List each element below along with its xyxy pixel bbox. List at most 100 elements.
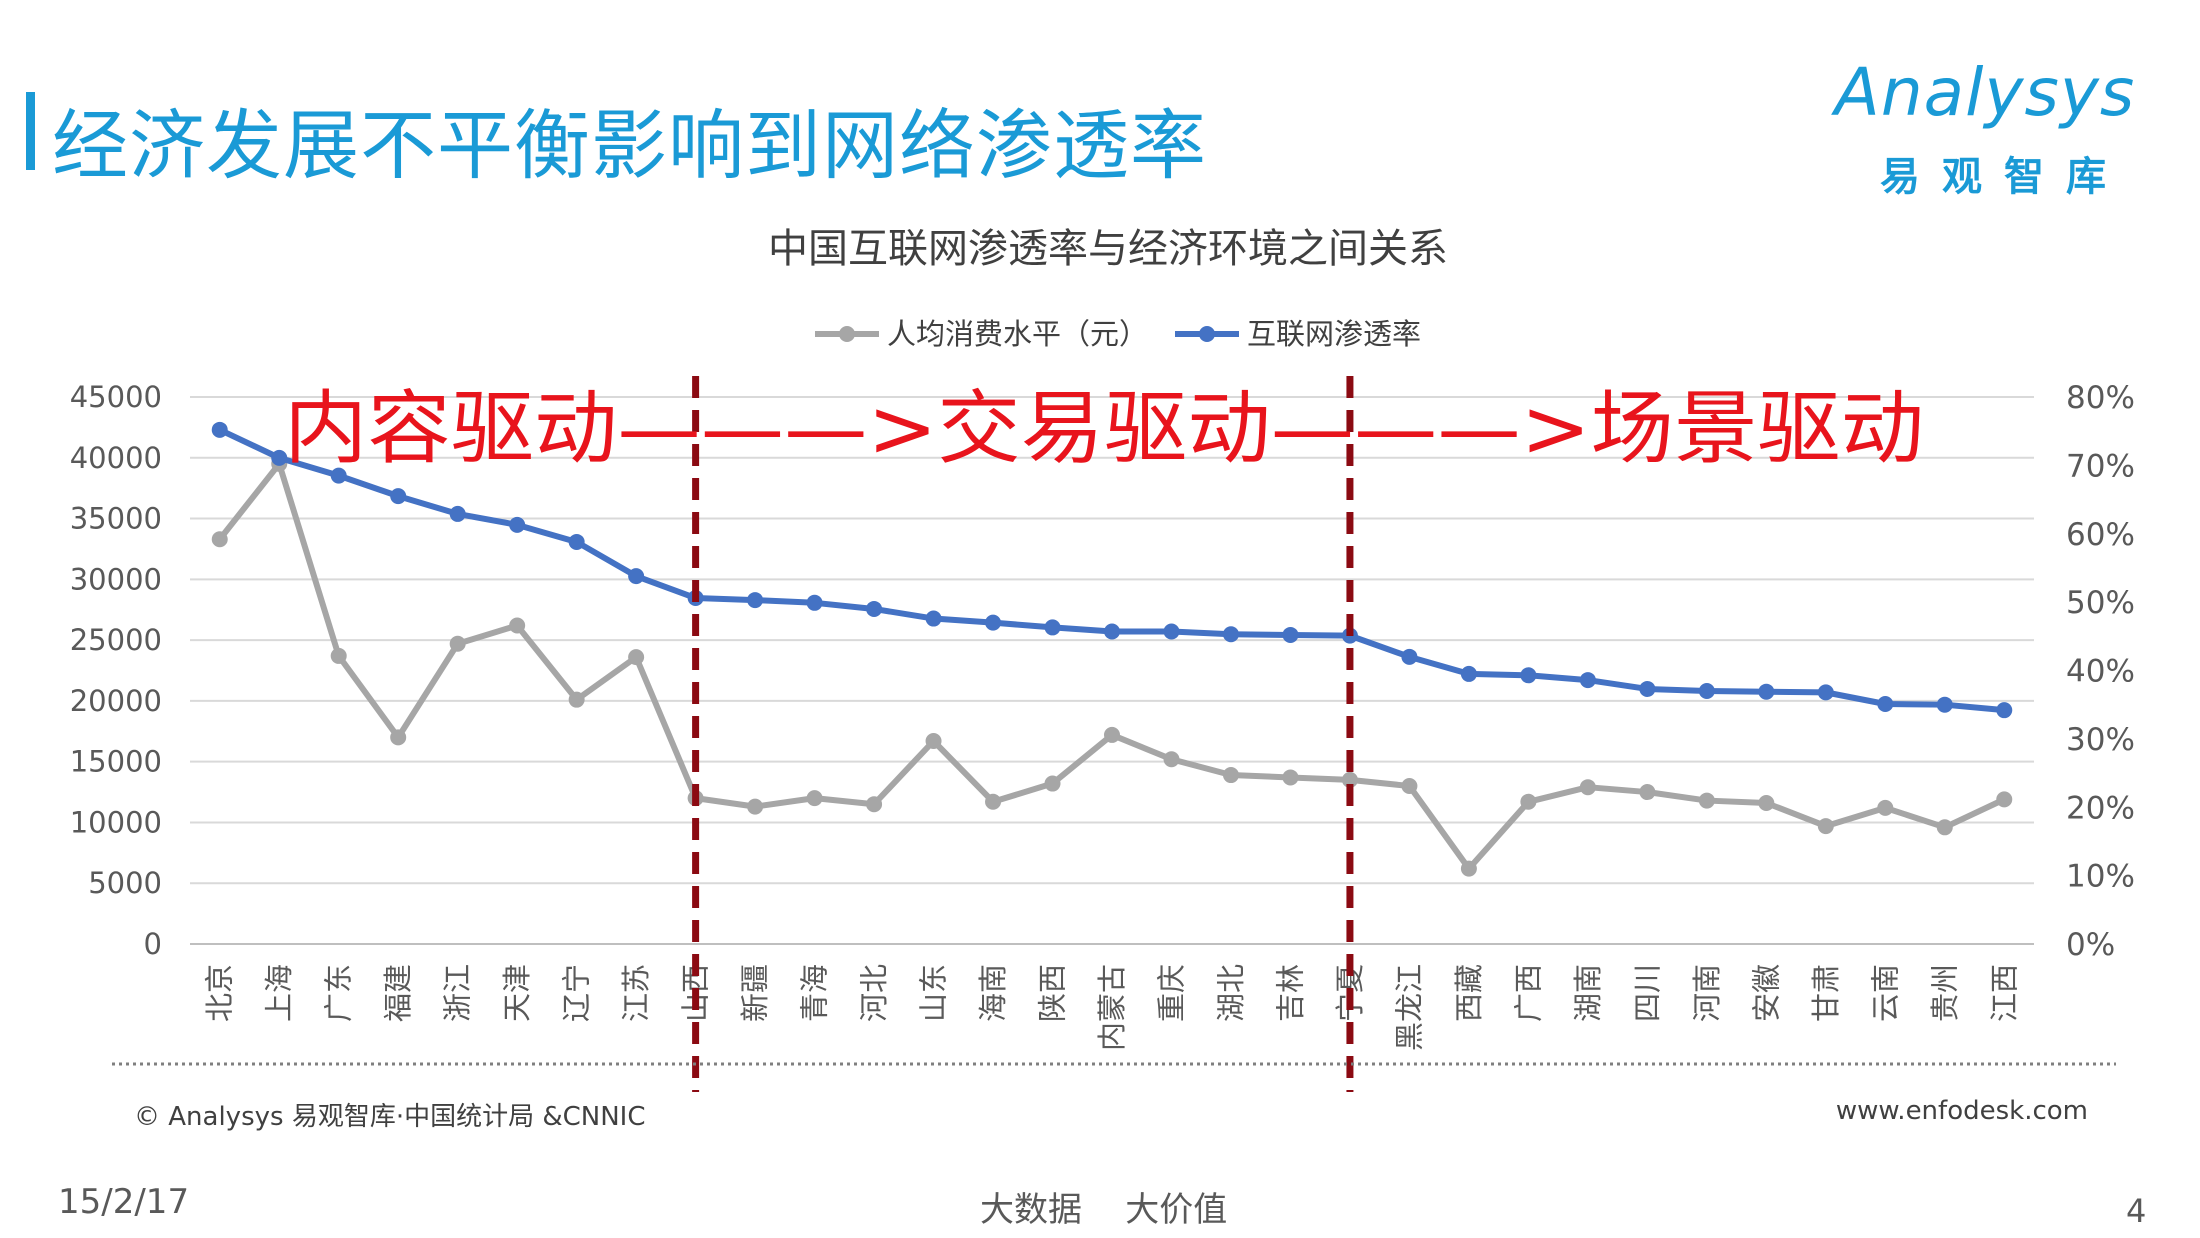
x-tick-label: 江苏 <box>619 964 653 1022</box>
phase-dividers <box>692 376 1354 1092</box>
x-tick-label: 四川 <box>1630 964 1664 1022</box>
data-point <box>1222 767 1239 784</box>
left-tick-label: 5000 <box>88 866 162 900</box>
analysys-logo: Analysys 易观智库 <box>1820 54 2150 204</box>
left-axis: 0 5000 10000 15000 20000 25000 30000 35000 40000… <box>70 380 162 961</box>
right-tick-label: 10% <box>2066 859 2135 895</box>
legend-item: 人均消费水平（元） <box>815 317 1148 351</box>
x-tick-label: 广西 <box>1511 964 1545 1022</box>
right-axis: 0% 10% 20% 30% 40% 50% 60% 70% 80% <box>2066 380 2135 963</box>
left-tick-label: 20000 <box>70 684 162 718</box>
legend-label: 人均消费水平（元） <box>887 317 1148 351</box>
x-tick-label: 青海 <box>798 964 832 1022</box>
x-tick-label: 新疆 <box>738 964 772 1022</box>
left-tick-label: 45000 <box>70 380 162 414</box>
phase-banner: 内容驱动———>交易驱动———>场景驱动 <box>284 382 1924 475</box>
x-tick-label: 广东 <box>322 964 356 1022</box>
data-point <box>1639 680 1656 697</box>
data-point <box>271 449 288 466</box>
data-point <box>390 729 407 746</box>
data-point <box>509 516 526 533</box>
x-axis: 北京上海广东福建浙江天津辽宁江苏山西新疆青海河北山东海南陕西内蒙古重庆湖北吉林宁… <box>203 964 2022 1051</box>
data-point <box>509 617 526 634</box>
data-point <box>1282 769 1299 786</box>
left-tick-label: 15000 <box>70 745 162 779</box>
data-point <box>211 421 228 438</box>
x-tick-label: 河北 <box>857 964 891 1022</box>
x-tick-label: 安徽 <box>1749 964 1783 1022</box>
logo-wordmark: Analysys <box>1834 54 2136 131</box>
x-tick-label: 河南 <box>1690 964 1724 1022</box>
data-point <box>568 691 585 708</box>
data-point <box>1163 623 1180 640</box>
logo-chinese-name: 易观智库 <box>1880 154 2128 200</box>
x-tick-label: 浙江 <box>441 964 475 1022</box>
data-point <box>330 467 347 484</box>
data-point <box>925 610 942 627</box>
data-point <box>449 505 466 522</box>
data-point <box>1817 818 1834 835</box>
data-point <box>1104 623 1120 640</box>
data-point <box>628 568 645 585</box>
x-tick-label: 上海 <box>262 964 296 1022</box>
series-penetration <box>211 421 2013 719</box>
data-point <box>628 649 645 666</box>
series-line <box>217 460 2006 872</box>
data-point <box>1817 684 1834 701</box>
data-point <box>1698 683 1715 700</box>
left-tick-label: 25000 <box>70 623 162 657</box>
data-point <box>1579 779 1596 796</box>
left-tick-label: 30000 <box>70 562 162 596</box>
data-point <box>390 488 407 505</box>
data-point <box>1758 683 1775 700</box>
title-accent-bar <box>26 92 35 170</box>
left-tick-label: 35000 <box>70 502 162 536</box>
x-tick-label: 天津 <box>500 964 534 1022</box>
data-point <box>806 594 823 611</box>
data-point <box>985 793 1002 810</box>
right-tick-label: 20% <box>2066 790 2135 826</box>
left-tick-label: 40000 <box>70 441 162 475</box>
grid-lines <box>190 396 2034 945</box>
data-point <box>1104 726 1120 743</box>
data-point <box>1341 771 1358 788</box>
left-tick-label: 10000 <box>70 805 162 839</box>
data-point <box>1996 791 2013 808</box>
data-point <box>1401 648 1418 665</box>
left-tick-label: 0 <box>144 927 162 961</box>
data-point <box>1044 619 1061 636</box>
page-number: 4 <box>2126 1192 2147 1230</box>
slide-title: 经济发展不平衡影响到网络渗透率 <box>52 101 1207 190</box>
x-tick-label: 湖南 <box>1571 964 1605 1022</box>
data-point <box>568 533 585 550</box>
data-point <box>1639 784 1656 801</box>
data-point <box>1877 799 1894 816</box>
data-point <box>1460 665 1477 682</box>
x-tick-label: 黑龙江 <box>1392 964 1426 1051</box>
x-tick-label: 贵州 <box>1928 964 1962 1022</box>
data-point <box>1163 751 1180 768</box>
data-point <box>866 600 883 617</box>
right-tick-label: 80% <box>2066 380 2135 416</box>
right-tick-label: 60% <box>2066 517 2135 553</box>
data-point <box>1936 696 1953 713</box>
right-tick-label: 40% <box>2066 654 2135 690</box>
right-tick-label: 30% <box>2066 722 2135 758</box>
slide-date: 15/2/17 <box>58 1182 190 1222</box>
data-point <box>747 798 764 815</box>
data-point <box>1222 626 1239 643</box>
data-point <box>330 647 347 664</box>
x-tick-label: 吉林 <box>1273 964 1307 1022</box>
x-tick-label: 重庆 <box>1154 964 1188 1022</box>
data-point <box>1758 794 1775 811</box>
right-tick-label: 50% <box>2066 585 2135 621</box>
x-tick-label: 湖北 <box>1214 964 1248 1022</box>
series-layer <box>211 421 2013 877</box>
data-point <box>1877 696 1894 713</box>
right-tick-label: 70% <box>2066 448 2135 484</box>
legend-label: 互联网渗透率 <box>1247 317 1421 351</box>
chart-legend: 人均消费水平（元） 互联网渗透率 <box>815 317 1421 351</box>
slide-slogan: 大数据 大价值 <box>980 1190 1228 1230</box>
right-tick-label: 0% <box>2066 927 2115 963</box>
website-url: www.enfodesk.com <box>1835 1096 2088 1126</box>
